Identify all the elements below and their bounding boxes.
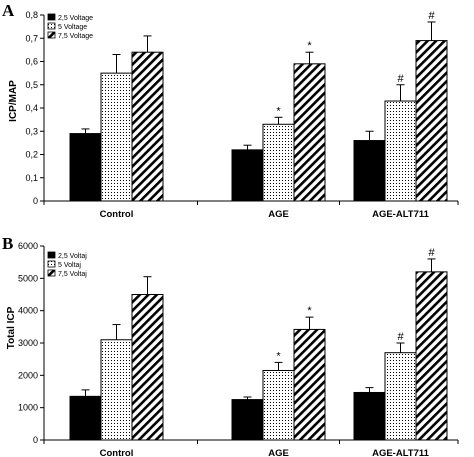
category-label: AGE-ALT711 [372, 448, 430, 457]
legend-swatch [47, 251, 56, 259]
significance-mark: * [276, 350, 281, 362]
bar [415, 271, 448, 441]
y-tick-label: 4000 [18, 306, 38, 316]
y-tick-label: 0,8 [25, 10, 38, 20]
y-tick-label: 0 [33, 435, 38, 445]
panel-a-letter: A [2, 1, 15, 20]
bar [69, 133, 102, 202]
legend-label: 2,5 Voltage [58, 15, 93, 22]
legend: 2,5 Voltage 5 Voltage 7,5 Voltage [47, 13, 93, 40]
bar [353, 391, 386, 441]
legend-swatch [47, 269, 56, 277]
bar [262, 123, 295, 202]
significance-mark: # [428, 10, 435, 22]
y-tick-label: 0,4 [25, 103, 38, 113]
y-tick-label: 0,2 [25, 150, 38, 160]
bar [384, 352, 417, 441]
legend-label: 5 Voltage [58, 24, 87, 31]
bar [415, 40, 448, 202]
category-label: AGE-ALT711 [372, 209, 430, 220]
legend-label: 5 Voltaj [58, 262, 81, 269]
legend-swatch [47, 22, 56, 30]
panel-b-plot: 0 1000 2000 3000 4000 5000 6000 * # * # Control AGE A… [18, 241, 459, 457]
bar [131, 51, 164, 202]
panel-a-y-axis-label: ICP/MAP [8, 80, 19, 122]
significance-mark: # [428, 247, 435, 259]
bar [293, 63, 326, 202]
y-tick-label: 0,6 [25, 57, 38, 67]
bar [231, 149, 264, 202]
significance-mark: * [307, 305, 312, 317]
bar [293, 328, 326, 441]
category-label: Control [100, 448, 134, 457]
legend-swatch [47, 31, 56, 39]
y-tick-label: 1000 [18, 403, 38, 413]
y-tick-label: 0,3 [25, 126, 38, 136]
legend-swatch [47, 260, 56, 268]
panel-b: B Total ICP 0 1000 2000 3000 4000 5000 6000 * # *… [2, 234, 459, 457]
bar [100, 339, 133, 441]
y-tick-label: 0,1 [25, 173, 38, 183]
legend-label: 2,5 Voltaj [58, 253, 87, 260]
significance-mark: * [307, 40, 312, 52]
category-label: AGE [268, 209, 289, 220]
legend-label: 7,5 Voltage [58, 33, 93, 40]
y-tick-label: 0,7 [25, 33, 38, 43]
significance-mark: * [276, 105, 281, 117]
panel-a: A ICP/MAP 0 0,1 0,2 0,3 0,4 0,5 0,6 0,7 0,8 * # * # C… [2, 1, 459, 220]
bar [384, 100, 417, 202]
bar [262, 369, 295, 441]
panel-b-y-axis-label: Total ICP [6, 306, 17, 349]
significance-mark: # [397, 73, 404, 85]
bar [100, 72, 133, 202]
legend-label: 7,5 Voltaj [58, 271, 87, 278]
bar [353, 140, 386, 202]
y-tick-label: 2000 [18, 370, 38, 380]
significance-mark: # [397, 331, 404, 343]
bar [231, 399, 264, 441]
category-label: Control [100, 209, 134, 220]
panel-b-letter: B [2, 234, 13, 253]
category-label: AGE [268, 448, 289, 457]
legend-swatch [47, 13, 56, 21]
bar [69, 395, 102, 441]
y-tick-label: 0 [33, 196, 38, 206]
y-tick-label: 3000 [18, 338, 38, 348]
bar [131, 294, 164, 441]
y-tick-label: 5000 [18, 273, 38, 283]
panel-a-plot: 0 0,1 0,2 0,3 0,4 0,5 0,6 0,7 0,8 * # * # Control AGE A… [25, 10, 459, 220]
y-tick-label: 6000 [18, 241, 38, 251]
y-tick-label: 0,5 [25, 80, 38, 90]
legend: 2,5 Voltaj 5 Voltaj 7,5 Voltaj [47, 251, 87, 278]
